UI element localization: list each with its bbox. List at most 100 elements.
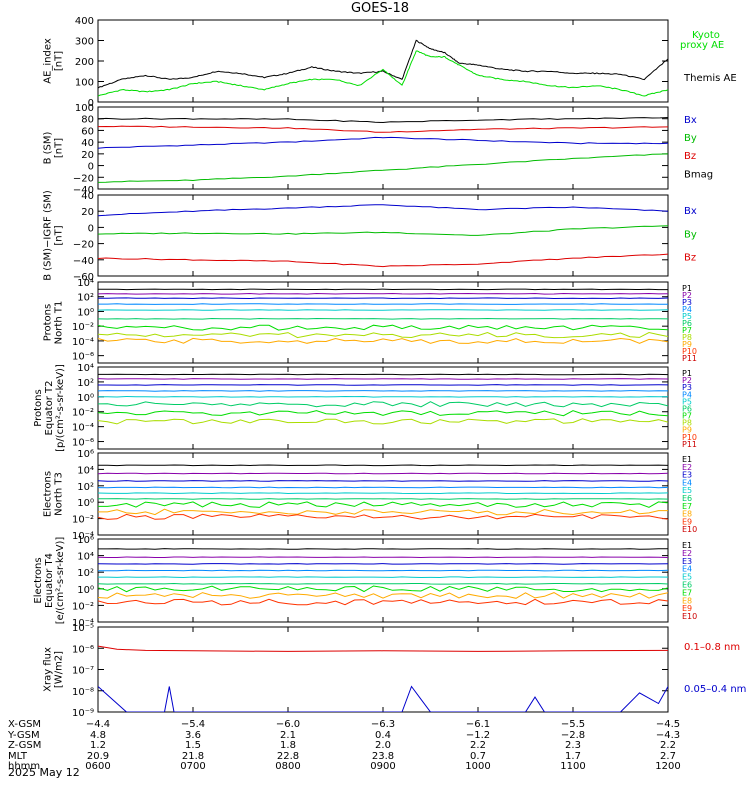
series-line bbox=[98, 39, 668, 89]
x-tick-label: 1.5 bbox=[185, 740, 201, 751]
legend-item: E6 bbox=[682, 494, 692, 503]
series-line bbox=[98, 685, 668, 712]
x-tick-label: 2.1 bbox=[280, 730, 296, 741]
y-tick-label: −20 bbox=[73, 173, 94, 184]
legend-item: P3 bbox=[682, 383, 692, 392]
y-axis-label: North T1 bbox=[54, 301, 65, 345]
x-tick-label: 22.8 bbox=[277, 751, 299, 762]
series-line bbox=[98, 410, 668, 417]
x-tick-label: −4.4 bbox=[86, 719, 110, 730]
x-row-label: hhmm bbox=[8, 761, 40, 772]
legend-item: E5 bbox=[682, 486, 692, 495]
y-tick-label: 80 bbox=[81, 115, 94, 126]
panel-protons_t2: 10⁴ 10² 10⁰ 10⁻² 10⁻⁴ 10⁻⁶ Protons Equator T2 [p… bbox=[33, 363, 697, 452]
series-line bbox=[98, 401, 668, 408]
y-tick-label: 10⁴ bbox=[77, 465, 94, 476]
x-tick-label: −5.5 bbox=[561, 719, 585, 730]
legend-item: P9 bbox=[682, 426, 692, 435]
panel-frame bbox=[97, 106, 669, 190]
y-tick-label: 10⁰ bbox=[77, 307, 94, 318]
y-tick-label: 20 bbox=[81, 150, 94, 161]
x-tick-label: 0800 bbox=[275, 761, 300, 772]
series-line bbox=[98, 153, 668, 183]
legend-item: P1 bbox=[682, 284, 692, 293]
y-tick-label: 10⁻² bbox=[72, 408, 94, 419]
y-tick-label: 10⁻⁴ bbox=[72, 531, 94, 542]
series-line bbox=[98, 253, 668, 268]
legend-item: P8 bbox=[682, 419, 692, 428]
y-tick-label: 10⁻⁷ bbox=[72, 666, 94, 677]
panel-electrons_t4: 10⁶ 10⁴ 10² 10⁰ 10⁻² 10⁻⁴ Electrons Equator T4[… bbox=[33, 535, 697, 629]
legend-item: E3 bbox=[682, 471, 692, 480]
x-tick-label: 1.2 bbox=[90, 740, 106, 751]
series-line bbox=[98, 582, 668, 585]
y-tick-label: 10⁻⁶ bbox=[72, 438, 94, 449]
legend-item: P8 bbox=[682, 333, 692, 342]
x-tick-label: 0.7 bbox=[470, 751, 486, 762]
x-tick-label: −6.3 bbox=[371, 719, 395, 730]
series-line bbox=[98, 136, 668, 149]
x-tick-label: −4.5 bbox=[656, 719, 680, 730]
x-row-label: Y-GSM bbox=[7, 730, 40, 741]
legend-item: E5 bbox=[682, 573, 692, 582]
series-line bbox=[98, 585, 668, 593]
y-axis-label: Protons bbox=[43, 304, 54, 341]
y-tick-label: 10⁴ bbox=[77, 363, 94, 374]
legend-item: E7 bbox=[682, 588, 692, 597]
y-tick-label: 10⁻² bbox=[72, 515, 94, 526]
series-line bbox=[98, 548, 668, 550]
y-axis-label: [W/m2] bbox=[54, 651, 65, 688]
series-line bbox=[98, 492, 668, 495]
series-line bbox=[98, 337, 668, 344]
legend-item: P2 bbox=[682, 291, 692, 300]
series-line bbox=[98, 390, 668, 392]
legend-item: E2 bbox=[682, 549, 692, 558]
y-tick-label: 0 bbox=[88, 223, 94, 234]
x-tick-label: 3.6 bbox=[185, 730, 201, 741]
y-tick-label: 10⁻⁵ bbox=[72, 623, 94, 634]
panel-xray: 10⁻⁵ 10⁻⁶ 10⁻⁷ 10⁻⁸ 10⁻⁹ Xray flux [W/m2] 0.1–0… bbox=[43, 623, 747, 719]
y-tick-label: 10⁰ bbox=[77, 393, 94, 404]
series-line bbox=[98, 317, 668, 320]
x-tick-label: 0600 bbox=[85, 761, 110, 772]
legend-item: By bbox=[684, 229, 697, 240]
y-tick-label: −60 bbox=[73, 272, 94, 283]
legend-item: P10 bbox=[682, 433, 697, 442]
x-tick-label: 1200 bbox=[655, 761, 680, 772]
x-tick-label: 20.9 bbox=[87, 751, 109, 762]
plot-title: GOES-18 bbox=[351, 1, 409, 16]
series-line bbox=[98, 384, 668, 386]
legend-item: E3 bbox=[682, 557, 692, 566]
y-tick-label: 10² bbox=[77, 482, 94, 493]
y-axis-label: North T3 bbox=[54, 472, 65, 516]
legend-item: P10 bbox=[682, 347, 697, 356]
legend-item: E6 bbox=[682, 581, 692, 590]
y-axis-label: B (SM) bbox=[43, 131, 54, 164]
y-tick-label: 10⁴ bbox=[77, 552, 94, 563]
legend-item: E7 bbox=[682, 502, 692, 511]
series-line bbox=[98, 373, 668, 376]
y-axis-label: Protons bbox=[33, 389, 44, 426]
legend-item: P6 bbox=[682, 319, 692, 328]
y-tick-label: 20 bbox=[81, 207, 94, 218]
series-line bbox=[98, 418, 668, 425]
x-tick-label: 0700 bbox=[180, 761, 205, 772]
legend-item: E9 bbox=[682, 604, 692, 613]
y-tick-label: 10⁴ bbox=[77, 278, 94, 289]
series-line bbox=[98, 592, 668, 599]
y-tick-label: −20 bbox=[73, 240, 94, 251]
series-line bbox=[98, 513, 668, 520]
legend-item: P1 bbox=[682, 369, 692, 378]
legend-item: P7 bbox=[682, 412, 692, 421]
legend-item: P6 bbox=[682, 404, 692, 413]
legend-item: 0.05–0.4 nm bbox=[684, 684, 746, 695]
series-line bbox=[98, 288, 668, 291]
x-tick-label: 2.0 bbox=[375, 740, 391, 751]
series-line bbox=[98, 472, 668, 475]
y-tick-label: 10⁶ bbox=[77, 449, 94, 460]
y-tick-label: 100 bbox=[75, 103, 94, 114]
legend-item: P11 bbox=[682, 440, 697, 449]
series-line bbox=[98, 309, 668, 311]
